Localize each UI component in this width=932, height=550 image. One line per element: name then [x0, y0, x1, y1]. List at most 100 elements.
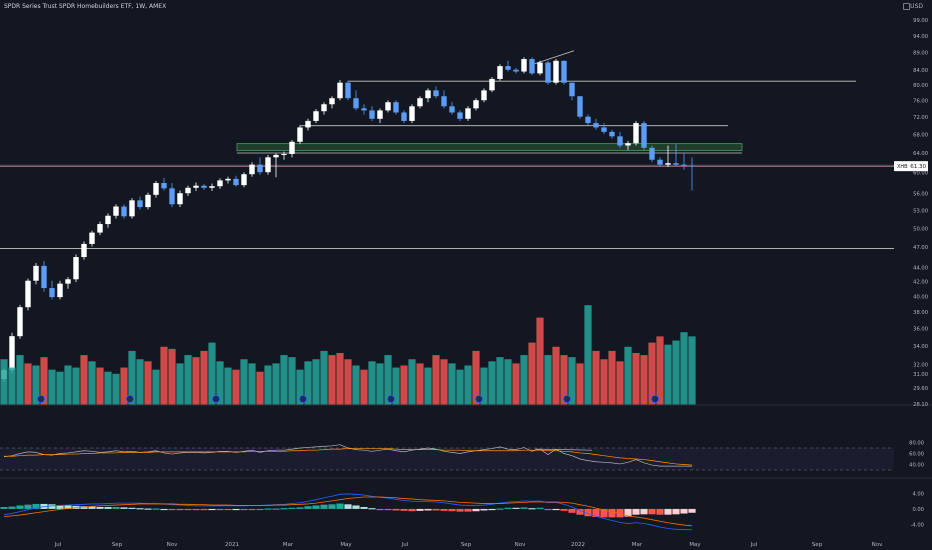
candle-body — [321, 104, 327, 112]
volume-bar — [216, 361, 224, 405]
price-tick-label: 42.00 — [913, 279, 928, 285]
candle-body — [633, 123, 639, 144]
rsi-tick-label: 60.00 — [909, 452, 924, 458]
volume-bar — [304, 361, 312, 405]
currency-label[interactable]: USD — [910, 3, 923, 10]
candle-body — [441, 96, 447, 107]
volume-bar — [352, 365, 360, 405]
volume-bar — [600, 359, 608, 405]
macd-histogram-bar — [288, 507, 296, 509]
candle-body — [217, 180, 223, 187]
candle-body — [289, 141, 295, 154]
signal-line — [3, 496, 693, 527]
macd-histogram-bar — [296, 507, 304, 509]
time-tick-label: 2022 — [571, 542, 585, 548]
volume-bar — [648, 342, 656, 405]
volume-bar — [544, 355, 552, 405]
price-tick-label: 80.00 — [913, 83, 928, 89]
macd-histogram-bar — [240, 508, 248, 511]
volume-bar — [120, 367, 128, 405]
price-tick-label: 34.00 — [913, 344, 928, 350]
candle-body — [617, 136, 623, 146]
macd-histogram-bar — [472, 508, 480, 512]
macd-histogram-bar — [336, 503, 344, 509]
macd-histogram-bar — [352, 505, 360, 509]
macd-histogram-bar — [224, 508, 232, 511]
trend-line — [534, 50, 575, 65]
candle-body — [73, 257, 79, 280]
lock-icon[interactable] — [903, 3, 910, 10]
candle-body — [569, 82, 575, 97]
candle-body — [89, 232, 95, 244]
price-tag-bg — [894, 161, 928, 172]
macd-histogram-bar — [32, 503, 40, 509]
volume-bar — [136, 359, 144, 405]
macd-histogram-bar — [80, 506, 88, 509]
volume-bar — [344, 359, 352, 405]
volume-bar — [112, 373, 120, 405]
volume-bar — [8, 367, 16, 405]
candle-body — [41, 265, 47, 289]
volume-bar — [624, 346, 632, 405]
price-tick-label: 29.60 — [913, 386, 928, 392]
candle-body — [161, 183, 167, 189]
volume-bar — [416, 363, 424, 405]
volume-bar — [528, 342, 536, 405]
volume-bar — [664, 344, 672, 405]
time-tick-label: Jul — [401, 542, 409, 548]
volume-bar — [312, 359, 320, 405]
volume-bar — [240, 359, 248, 405]
volume-bar — [224, 367, 232, 405]
macd-histogram-bar — [688, 508, 696, 513]
candle-body — [257, 164, 263, 173]
macd-histogram-bar — [320, 504, 328, 509]
candle-body — [369, 110, 375, 119]
price-tick-label: 53.00 — [913, 209, 928, 215]
price-tag-symbol: XHB — [897, 164, 908, 170]
macd-histogram-bar — [448, 508, 456, 512]
macd-pane — [0, 493, 696, 531]
volume-bar — [672, 340, 680, 405]
candle-body — [177, 193, 183, 205]
price-tick-label: 94.00 — [913, 34, 928, 40]
candle-body — [457, 112, 463, 119]
macd-histogram-bar — [512, 507, 520, 509]
candle-body — [25, 280, 31, 308]
volume-bar — [48, 369, 56, 405]
price-tick-label: 32.00 — [913, 362, 928, 368]
candle-body — [449, 106, 455, 113]
time-tick-label: Sep — [812, 542, 823, 548]
macd-histogram-bar — [640, 508, 648, 515]
candle-body — [241, 174, 247, 186]
volume-bar — [576, 363, 584, 405]
price-tick-label: 89.00 — [913, 50, 928, 56]
macd-histogram-bar — [232, 508, 240, 511]
candle-body — [265, 157, 271, 173]
volume-bar — [56, 371, 64, 405]
candle-body — [577, 96, 583, 117]
chart-title: SPDR Series Trust SPDR Homebuilders ETF,… — [4, 3, 167, 10]
candle-body — [497, 66, 503, 79]
volume-bar — [392, 367, 400, 405]
candle-body — [649, 147, 655, 160]
candle-body — [489, 78, 495, 91]
time-tick-label: May — [340, 542, 352, 548]
candle-body — [249, 164, 255, 175]
candle-body — [585, 116, 591, 124]
dividend-marker — [563, 394, 572, 403]
time-tick-label: Nov — [167, 542, 178, 548]
price-tag-value: 61.30 — [910, 164, 926, 170]
macd-histogram-bar — [112, 507, 120, 509]
volume-bar — [128, 350, 136, 405]
candle-body — [353, 98, 359, 109]
macd-histogram-bar — [376, 508, 384, 511]
macd-histogram-bar — [216, 508, 224, 511]
macd-histogram-bar — [600, 508, 608, 518]
macd-histogram-bar — [536, 507, 544, 509]
volume-bar — [16, 355, 24, 405]
macd-histogram-bar — [496, 508, 504, 510]
macd-histogram-bar — [24, 504, 32, 509]
macd-histogram-bar — [488, 508, 496, 511]
candle-body — [593, 123, 599, 128]
